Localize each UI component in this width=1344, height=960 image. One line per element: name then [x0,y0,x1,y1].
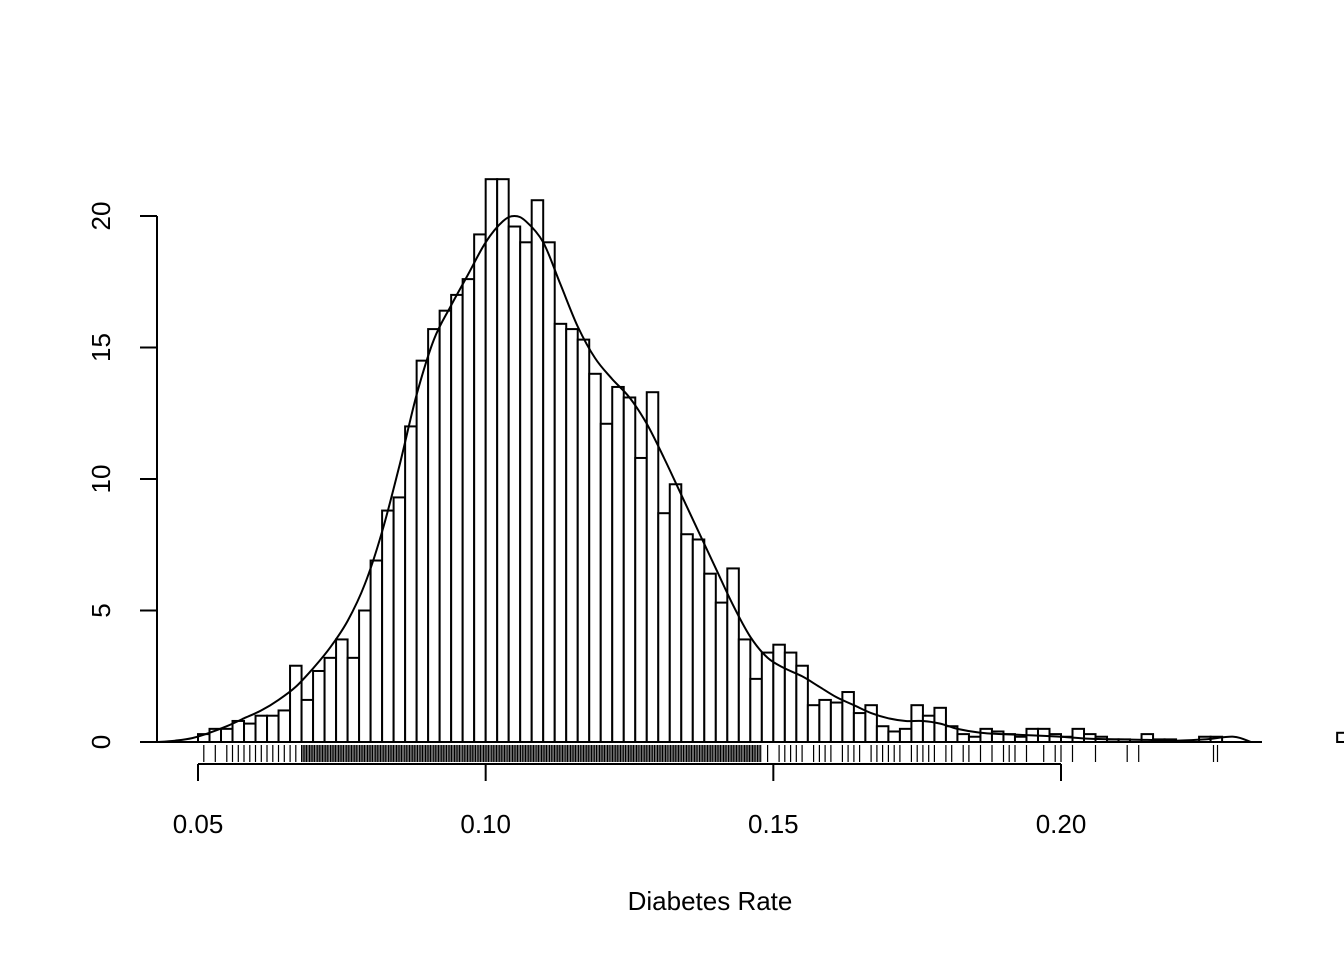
histogram-bar [438,309,453,743]
histogram-bar [220,727,234,743]
y-tick-label: 15 [86,333,116,362]
histogram-bar [392,496,407,743]
x-axis-label: Diabetes Rate [628,886,793,916]
histogram-bar [910,704,924,743]
histogram-bar [243,722,257,744]
histogram-bar [496,178,510,743]
histogram-bar [415,359,430,743]
histogram-bar [703,572,717,743]
histogram-bar [852,712,867,744]
x-axis: 0.05 0.10 0.15 0.20 [173,763,1087,839]
histogram-bar [772,643,786,743]
histogram-bar [289,664,303,743]
histogram-bar [369,559,384,744]
histogram-bar [358,609,372,743]
histogram-bar [898,727,913,743]
histogram-bar [312,669,326,743]
histogram-bar [634,456,648,743]
histogram-bar [806,704,821,743]
histogram-bar [760,651,775,744]
histogram-bar [335,638,349,743]
histogram-bar [588,372,602,743]
y-axis: 0 5 10 15 20 [86,202,1262,749]
histogram-bar [381,509,395,743]
histogram-bar [277,709,292,744]
y-tick-label: 0 [86,735,116,749]
histogram-bar [841,691,855,744]
histogram-bar [300,698,315,743]
rug-layer [203,745,1219,762]
histogram-bar [576,338,591,743]
y-tick-label: 5 [86,603,116,617]
histogram-bar [323,656,338,744]
histogram-bar [565,328,579,743]
histogram-bar [749,677,763,744]
histogram-bar [1336,731,1344,743]
histogram-bar [507,225,522,743]
histogram-bar [427,328,441,743]
x-tick-label: 0.15 [748,809,799,839]
histogram-bar [887,730,901,743]
histogram-bar [461,278,476,743]
histogram-bar [818,698,832,743]
histogram-bar [542,241,556,744]
histogram-bar [875,725,890,743]
histogram-bar [657,512,671,743]
histogram-bar [450,293,464,743]
histogram-bar [956,733,970,743]
histogram-bar [519,241,533,744]
histogram-bar [622,396,637,743]
histogram-bar [668,483,683,743]
histogram-bar [346,656,361,744]
x-tick-label: 0.20 [1036,809,1087,839]
histogram-bar [737,638,752,743]
histogram-bar [680,533,694,743]
x-tick-label: 0.10 [460,809,511,839]
histogram-bar [979,727,993,743]
histogram-bar [553,322,568,743]
histogram-bar [691,538,706,743]
histogram-bar [484,178,499,743]
bars-layer [197,178,1344,744]
x-tick-label: 0.05 [173,809,224,839]
density-curve [157,214,1252,743]
histogram-bar [231,719,246,744]
histogram-bar [783,651,798,744]
histogram-bar [530,199,545,744]
histogram-bar [829,701,844,743]
histogram-bar [599,422,614,743]
histogram-bar [611,385,625,743]
y-tick-label: 10 [86,465,116,494]
histogram-bar [1071,727,1086,743]
y-tick-label: 20 [86,202,116,231]
histogram-bar [726,567,740,743]
density-layer [157,214,1252,743]
histogram-bar [473,233,487,743]
histogram-bar [404,425,418,743]
histogram-bar [254,714,269,744]
histogram-bar [714,601,729,743]
histogram-bar [266,714,280,744]
histogram-bar [921,714,936,744]
